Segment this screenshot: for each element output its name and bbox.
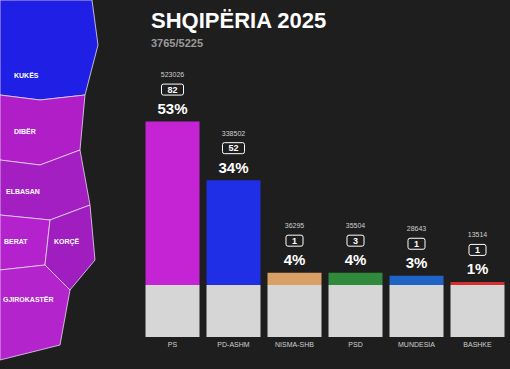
svg-text:338502: 338502 (222, 130, 245, 137)
svg-text:82: 82 (167, 85, 177, 95)
svg-text:NISMA-SHB: NISMA-SHB (275, 341, 314, 348)
svg-text:35504: 35504 (346, 222, 366, 229)
svg-text:KUKËS: KUKËS (14, 72, 39, 79)
svg-text:1: 1 (475, 245, 480, 255)
svg-text:4%: 4% (284, 251, 306, 268)
svg-text:28643: 28643 (407, 225, 427, 232)
svg-text:52: 52 (228, 143, 238, 153)
svg-text:MUNDESIA: MUNDESIA (398, 341, 435, 348)
svg-text:4%: 4% (345, 251, 367, 268)
svg-text:PS: PS (168, 341, 178, 348)
svg-text:GJIROKASTËR: GJIROKASTËR (3, 296, 54, 303)
svg-text:KORÇË: KORÇË (54, 238, 80, 246)
svg-text:13514: 13514 (468, 231, 488, 238)
svg-text:1: 1 (414, 239, 419, 249)
svg-text:3765/5225: 3765/5225 (151, 37, 203, 49)
svg-text:523026: 523026 (161, 71, 184, 78)
svg-text:DIBËR: DIBËR (14, 128, 36, 135)
svg-text:3%: 3% (406, 254, 428, 271)
svg-text:PSD: PSD (348, 341, 362, 348)
svg-text:1: 1 (292, 236, 297, 246)
svg-text:53%: 53% (157, 100, 187, 117)
svg-text:BASHKE: BASHKE (463, 341, 492, 348)
svg-text:3: 3 (353, 236, 358, 246)
svg-text:ELBASAN: ELBASAN (6, 188, 40, 195)
svg-text:SHQIPËRIA 2025: SHQIPËRIA 2025 (151, 8, 326, 33)
svg-text:34%: 34% (218, 159, 248, 176)
svg-text:PD-ASHM: PD-ASHM (217, 341, 249, 348)
svg-text:1%: 1% (467, 260, 489, 277)
svg-text:BERAT: BERAT (4, 238, 28, 245)
svg-text:36295: 36295 (285, 222, 305, 229)
